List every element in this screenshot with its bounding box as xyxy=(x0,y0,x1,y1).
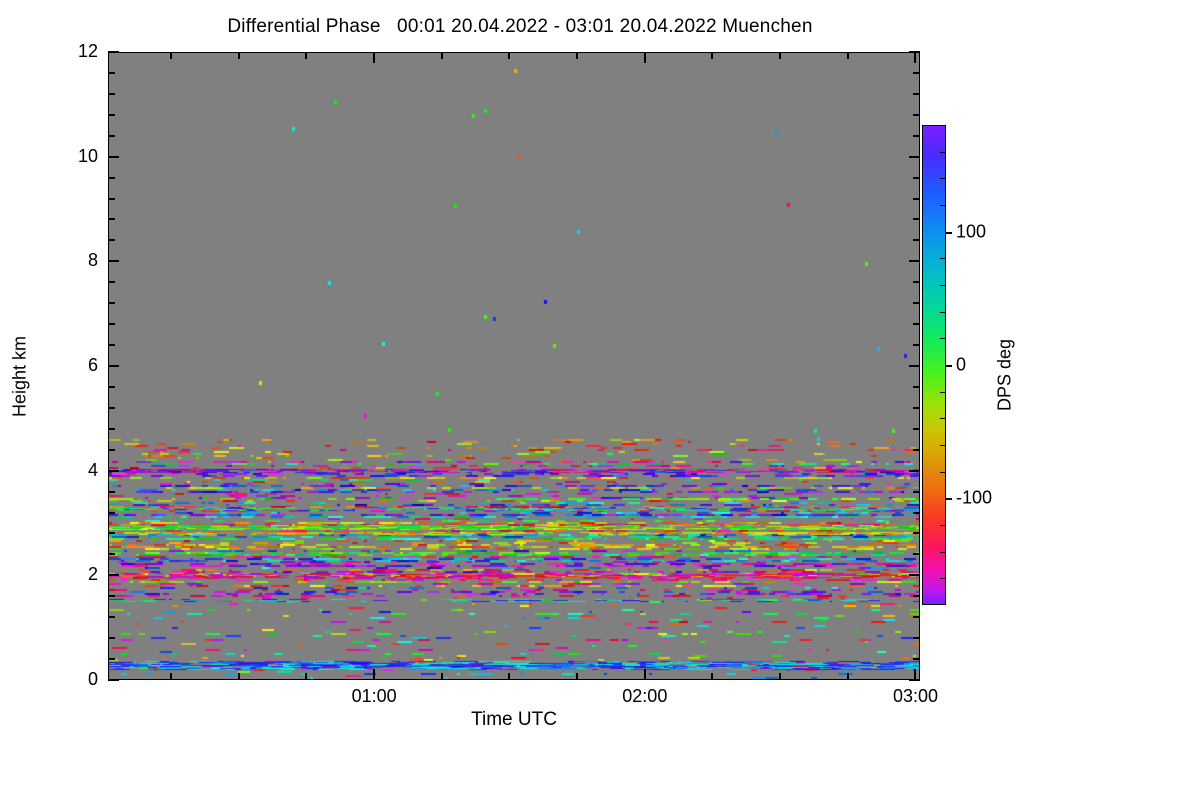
colorbar-tick-minor xyxy=(940,152,946,153)
y-tick-label: 12 xyxy=(77,41,98,61)
y-tick-label: 4 xyxy=(87,459,98,480)
colorbar-tick-minor xyxy=(940,578,946,579)
colorbar[interactable] xyxy=(922,125,946,605)
y-tick-label: 8 xyxy=(87,250,98,271)
y-tick-label: 10 xyxy=(77,145,98,166)
colorbar-title: DPS deg xyxy=(994,338,1015,412)
colorbar-tick-minor xyxy=(940,552,946,553)
colorbar-tick-minor xyxy=(940,312,946,313)
colorbar-gradient xyxy=(922,125,946,605)
page-title: Differential Phase 00:01 20.04.2022 - 03… xyxy=(227,16,813,37)
colorbar-tick xyxy=(946,232,952,234)
colorbar-tick-minor xyxy=(940,418,946,419)
y-tick-label: 2 xyxy=(87,564,98,585)
y-axis-title: Height km xyxy=(9,335,30,418)
colorbar-tick-minor xyxy=(940,285,946,286)
colorbar-tick-label: -100 xyxy=(956,487,993,508)
colorbar-tick-minor xyxy=(940,445,946,446)
heatmap-data-canvas xyxy=(109,53,919,679)
colorbar-tick-label: 100 xyxy=(956,221,987,242)
y-tick-label: 0 xyxy=(87,669,98,689)
colorbar-tick-minor xyxy=(940,525,946,526)
colorbar-tick-minor xyxy=(940,338,946,339)
x-axis-title: Time UTC xyxy=(471,709,557,730)
x-tick-label: 02:00 xyxy=(622,686,668,706)
colorbar-tick-minor xyxy=(940,125,946,126)
x-tick-label: 03:00 xyxy=(892,686,938,706)
y-tick-label: 6 xyxy=(87,355,98,375)
colorbar-tick-minor xyxy=(940,205,946,206)
colorbar-tick xyxy=(946,365,952,367)
colorbar-tick-minor xyxy=(940,178,946,179)
colorbar-tick-minor xyxy=(940,392,946,393)
colorbar-tick xyxy=(946,498,952,500)
x-tick-label: 01:00 xyxy=(351,686,397,706)
plot-area[interactable] xyxy=(108,52,920,680)
colorbar-tick-minor xyxy=(940,258,946,259)
colorbar-tick-label: 0 xyxy=(956,354,967,375)
colorbar-tick-minor xyxy=(940,472,946,473)
